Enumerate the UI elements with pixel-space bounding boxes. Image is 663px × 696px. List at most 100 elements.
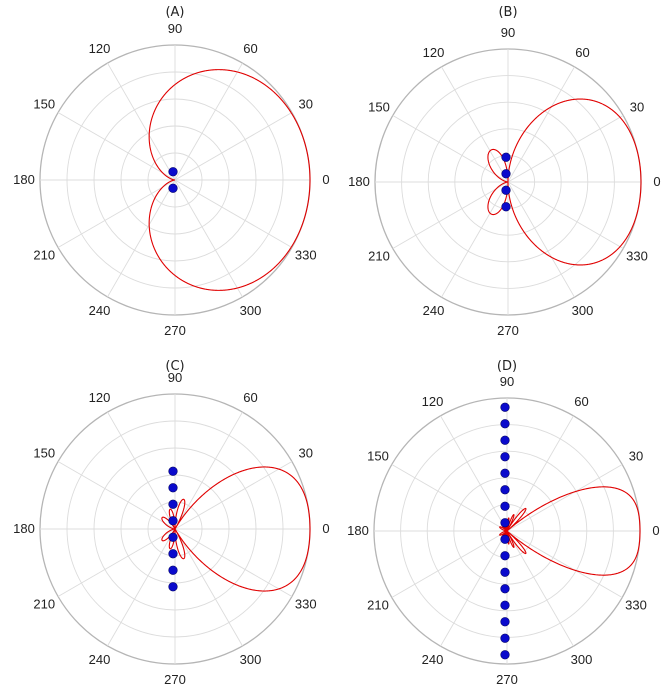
radiation-pattern-d xyxy=(499,486,641,576)
angle-tick-label: 0 xyxy=(322,521,329,536)
angle-tick-label: 300 xyxy=(240,303,262,318)
array-element-marker xyxy=(168,565,178,575)
grid-spoke xyxy=(174,179,243,298)
angle-tick-label: 210 xyxy=(367,598,389,613)
angle-tick-label: 240 xyxy=(423,303,445,318)
polar-panel-c: (C) 0 30 60 90 120 150 180 210 240 270 300 330 xyxy=(0,348,331,696)
array-element-marker xyxy=(168,516,178,526)
grid-spoke xyxy=(174,528,293,597)
angle-tick-label: 330 xyxy=(625,598,647,613)
radiation-pattern-c xyxy=(161,466,311,592)
array-elements-b xyxy=(501,152,511,212)
array-element-marker xyxy=(500,633,510,643)
angle-tick-label: 90 xyxy=(500,374,514,389)
polar-panel-b: (B) 0 30 60 90 120 150 180 210 240 270 300 330 xyxy=(331,0,663,348)
grid-spoke xyxy=(392,115,509,183)
angle-tick-label: 60 xyxy=(575,45,589,60)
array-element-marker xyxy=(500,452,510,462)
angle-tick-label: 150 xyxy=(367,449,389,464)
array-element-marker xyxy=(501,152,511,162)
grid-spoke xyxy=(440,415,508,532)
grid-spoke xyxy=(107,411,176,530)
array-element-marker xyxy=(501,202,511,212)
array-elements-d xyxy=(500,402,510,660)
array-element-marker xyxy=(500,600,510,610)
angle-tick-label: 210 xyxy=(368,249,390,264)
grid-spoke xyxy=(174,179,293,248)
array-elements-a xyxy=(168,167,178,193)
panel-title-b: (B) xyxy=(498,5,517,20)
angle-tick-label: 30 xyxy=(630,100,644,115)
array-element-marker xyxy=(500,650,510,660)
angle-tick-label: 60 xyxy=(243,390,257,405)
angle-tick-label: 240 xyxy=(422,652,444,667)
angle-ticks-b: 0 30 60 90 120 150 180 210 240 270 300 330 xyxy=(348,25,660,338)
grid-spoke xyxy=(174,62,243,181)
panel-title-d: (D) xyxy=(497,359,517,374)
grid-spoke xyxy=(174,112,293,181)
polar-chart-c: (C) 0 30 60 90 120 150 180 210 240 270 300 330 xyxy=(13,359,329,687)
angle-tick-label: 120 xyxy=(89,41,111,56)
polar-panel-a: (A) 0 30 60 90 120 150 180 210 240 270 300 330 xyxy=(0,0,331,348)
angle-tick-label: 120 xyxy=(423,45,445,60)
grid-spoke xyxy=(506,464,623,532)
angle-tick-label: 120 xyxy=(422,394,444,409)
angle-tick-label: 330 xyxy=(626,249,648,264)
grid-spoke xyxy=(174,461,293,530)
angle-tick-label: 90 xyxy=(168,370,182,385)
array-element-marker xyxy=(500,551,510,561)
array-element-marker xyxy=(500,534,510,544)
polar-chart-d: (D) 0 30 60 90 120 150 180 210 240 270 300 330 xyxy=(347,359,659,687)
grid-spoke xyxy=(391,464,508,532)
grid-spoke xyxy=(391,530,508,598)
grid-spoke xyxy=(107,62,176,181)
grid-spoke xyxy=(506,530,574,647)
angle-tick-label: 30 xyxy=(299,446,313,461)
angle-tick-label: 210 xyxy=(33,248,55,263)
radiation-pattern-b xyxy=(487,98,642,266)
array-element-marker xyxy=(500,419,510,429)
angle-ticks-a: 0 30 60 90 120 150 180 210 240 270 300 330 xyxy=(13,21,329,338)
angle-tick-label: 120 xyxy=(89,390,111,405)
angle-tick-label: 270 xyxy=(496,672,518,687)
array-element-marker xyxy=(500,485,510,495)
grid-spoke xyxy=(57,461,176,530)
grid-spoke xyxy=(507,181,624,249)
angle-tick-label: 300 xyxy=(571,652,593,667)
grid-spoke xyxy=(507,115,624,183)
grid-spoke xyxy=(57,112,176,181)
grid-spoke xyxy=(506,415,574,532)
angle-tick-label: 150 xyxy=(368,100,390,115)
array-element-marker xyxy=(168,582,178,592)
array-element-marker xyxy=(500,518,510,528)
grid-spoke xyxy=(107,179,176,298)
array-element-marker xyxy=(168,549,178,559)
angle-tick-label: 30 xyxy=(299,97,313,112)
angle-tick-label: 270 xyxy=(164,672,186,687)
angle-tick-label: 90 xyxy=(168,21,182,36)
array-element-marker xyxy=(168,183,178,193)
grid-spoke xyxy=(57,179,176,248)
angle-tick-label: 330 xyxy=(295,248,317,263)
array-element-marker xyxy=(168,483,178,493)
array-element-marker xyxy=(500,501,510,511)
grid-spoke xyxy=(507,181,575,298)
angle-tick-label: 60 xyxy=(243,41,257,56)
angle-tick-label: 0 xyxy=(652,523,659,538)
array-element-marker xyxy=(501,169,511,179)
angle-tick-label: 210 xyxy=(33,597,55,612)
polar-chart-a: (A) 0 30 60 90 120 150 180 210 240 270 300 330 xyxy=(13,5,329,338)
grid-spoke xyxy=(440,530,508,647)
angle-tick-label: 90 xyxy=(501,25,515,40)
angle-tick-label: 180 xyxy=(13,521,35,536)
angle-tick-label: 0 xyxy=(653,174,660,189)
angle-ticks-c: 0 30 60 90 120 150 180 210 240 270 300 330 xyxy=(13,370,329,687)
angle-tick-label: 180 xyxy=(347,523,369,538)
grid-spoke xyxy=(174,411,243,530)
angle-tick-label: 30 xyxy=(629,449,643,464)
array-element-marker xyxy=(168,167,178,177)
array-element-marker xyxy=(168,499,178,509)
array-element-marker xyxy=(168,532,178,542)
polar-panel-d: (D) 0 30 60 90 120 150 180 210 240 270 300 330 xyxy=(331,348,663,696)
grid-spoke xyxy=(57,528,176,597)
